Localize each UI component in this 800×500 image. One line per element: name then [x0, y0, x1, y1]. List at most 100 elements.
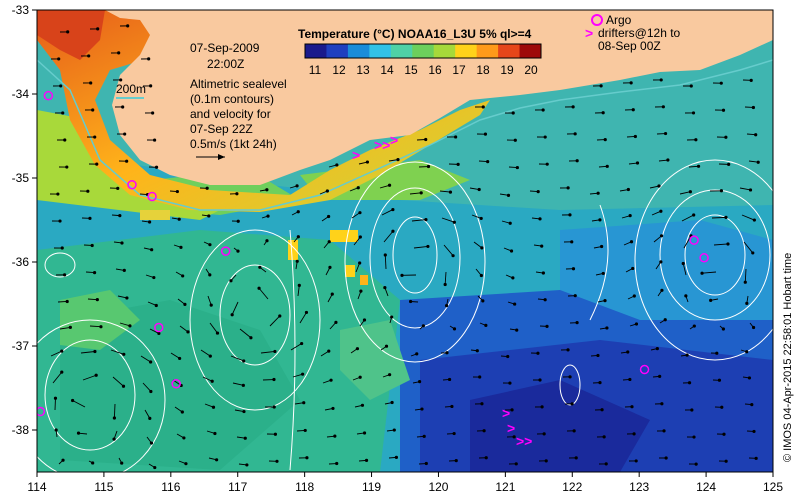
velocity-arrow-head	[123, 132, 127, 136]
velocity-arrow-head	[571, 105, 575, 109]
velocity-arrow-head	[694, 462, 698, 466]
velocity-arrow-head	[604, 462, 608, 466]
velocity-arrow-head	[334, 320, 338, 324]
velocity-arrow-head	[236, 249, 240, 253]
velocity-arrow-head	[658, 374, 662, 378]
velocity-arrow-head	[391, 207, 395, 212]
velocity-arrow-head	[598, 218, 602, 222]
velocity-arrow-head	[335, 461, 339, 466]
velocity-arrow-head	[424, 137, 428, 142]
velocity-arrow	[653, 235, 662, 243]
velocity-arrow-head	[327, 214, 331, 219]
velocity-arrow	[260, 351, 275, 354]
velocity-arrow-head	[209, 303, 213, 307]
velocity-arrow-head	[598, 381, 602, 385]
x-tick-label: 118	[295, 480, 314, 494]
velocity-arrow-head	[450, 404, 454, 409]
velocity-arrow-head	[121, 384, 126, 388]
leeuwin-current	[37, 10, 490, 212]
velocity-arrow-head	[602, 435, 606, 439]
velocity-arrow-head	[304, 310, 309, 315]
velocity-arrow-head	[719, 81, 723, 85]
velocity-arrow-head	[666, 158, 670, 162]
velocity-arrow-head	[60, 370, 64, 374]
velocity-arrow-head	[630, 405, 634, 409]
velocity-arrow-head	[692, 213, 696, 217]
velocity-arrow-head	[400, 273, 404, 277]
velocity-arrow-head	[356, 186, 360, 190]
velocity-arrow-head	[121, 105, 125, 109]
velocity-arrow-head	[335, 163, 339, 167]
velocity-arrow-head	[150, 248, 154, 252]
velocity-arrow-head	[756, 160, 760, 164]
velocity-arrow-head	[709, 298, 713, 302]
velocity-arrow-head	[601, 271, 605, 276]
velocity-arrow-head	[541, 108, 545, 112]
velocity-arrow-head	[122, 352, 126, 356]
velocity-arrow-head	[692, 435, 696, 439]
velocity-arrow-head	[328, 265, 332, 269]
velocity-arrow-head	[420, 407, 424, 411]
velocity-arrow-head	[631, 266, 635, 271]
velocity-arrow-head	[628, 214, 632, 218]
colorbar-tick-label: 16	[428, 63, 442, 77]
velocity-arrow-head	[186, 330, 190, 334]
velocity-arrow	[383, 230, 394, 243]
drifter-marker: >>	[374, 137, 390, 153]
argo-float-marker	[639, 364, 650, 375]
velocity-arrow-head	[721, 327, 725, 331]
velocity-arrow-head	[422, 434, 426, 438]
velocity-arrow-head	[444, 304, 449, 308]
velocity-arrow-head	[657, 184, 661, 188]
velocity-arrow-head	[207, 214, 211, 218]
velocity-arrow-head	[415, 352, 419, 356]
velocity-arrow-head	[715, 351, 719, 355]
velocity-arrow-head	[634, 459, 638, 463]
velocity-arrow-head	[751, 251, 755, 255]
velocity-arrow-head	[355, 347, 360, 351]
velocity-arrow-head	[635, 161, 640, 165]
colorbar-tick-label: 15	[404, 63, 418, 77]
velocity-arrow-head	[451, 254, 455, 258]
velocity-arrow-head	[151, 111, 155, 115]
velocity-arrow-head	[278, 314, 282, 318]
isobath-legend-label: 200m	[116, 82, 146, 96]
velocity-arrow-head	[242, 359, 246, 363]
velocity-arrow-head	[508, 221, 512, 225]
velocity-arrow	[702, 271, 717, 274]
velocity-arrow	[113, 403, 116, 419]
velocity-arrow	[142, 382, 152, 392]
velocity-arrow	[290, 343, 302, 351]
velocity-arrow-head	[662, 429, 666, 433]
velocity-arrow	[743, 241, 754, 254]
velocity-arrow-head	[751, 325, 756, 330]
drifters: > >> > > > >>	[352, 132, 532, 449]
velocity-arrow-head	[452, 431, 456, 436]
colorbar	[304, 43, 542, 59]
velocity-arrow-head	[265, 188, 269, 192]
velocity-arrow-head	[245, 463, 249, 467]
colorbar-title: Temperature (°C) NOAA16_L3U 5% ql>=4	[298, 27, 532, 41]
velocity-arrow-head	[629, 81, 633, 85]
velocity-arrow-head	[383, 285, 387, 290]
velocity-arrow-head	[572, 429, 576, 433]
velocity-arrow-head	[86, 189, 90, 193]
velocity-arrow-head	[751, 105, 755, 110]
velocity-arrow-head	[65, 165, 69, 169]
x-tick-label: 123	[629, 480, 649, 494]
colorbar-segment	[476, 44, 499, 58]
velocity-arrow-head	[211, 405, 216, 409]
velocity-arrow	[200, 349, 211, 357]
velocity-arrow-head	[266, 214, 270, 218]
velocity-arrow	[170, 352, 180, 359]
velocity-arrow-head	[661, 105, 665, 109]
velocity-arrow-head	[66, 30, 70, 34]
velocity-arrow	[471, 214, 482, 219]
velocity-arrow-head	[118, 214, 122, 218]
velocity-arrow-head	[153, 465, 157, 470]
velocity-arrow	[149, 328, 160, 334]
velocity-arrow-head	[445, 351, 449, 355]
velocity-arrow-head	[243, 436, 247, 440]
velocity-arrow-head	[249, 336, 253, 340]
velocity-arrow	[89, 325, 101, 328]
